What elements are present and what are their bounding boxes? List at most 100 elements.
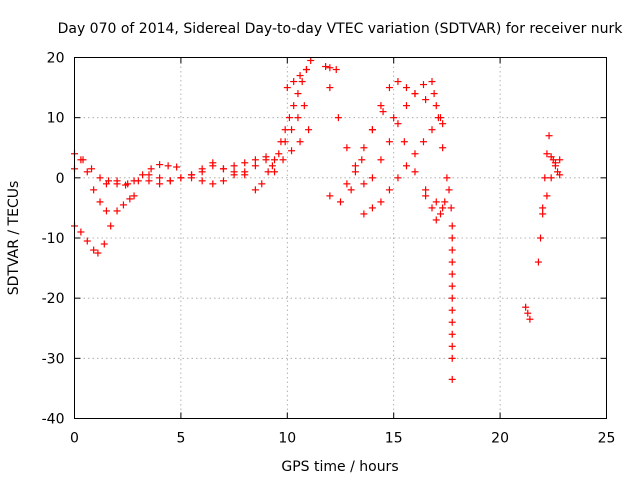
data-point xyxy=(385,138,393,146)
data-point xyxy=(351,168,359,176)
series-trace-i xyxy=(271,126,313,176)
x-tick-label: 15 xyxy=(385,431,403,447)
data-point xyxy=(147,165,155,173)
data-point xyxy=(288,147,296,155)
series-trace-t xyxy=(534,132,553,266)
data-point xyxy=(526,315,534,323)
data-point xyxy=(173,163,181,171)
chart-title: Day 070 of 2014, Sidereal Day-to-day VTE… xyxy=(58,21,624,37)
data-point xyxy=(177,174,185,182)
data-point xyxy=(326,192,334,200)
series-trace-r xyxy=(448,222,456,383)
data-point xyxy=(83,168,91,176)
data-point xyxy=(385,84,393,92)
data-point xyxy=(402,102,410,110)
data-point xyxy=(302,66,310,74)
data-point xyxy=(198,165,206,173)
data-point xyxy=(439,204,447,212)
series-trace-g xyxy=(251,57,315,194)
x-tick-label: 0 xyxy=(70,431,79,447)
data-point xyxy=(198,177,206,185)
data-point xyxy=(134,177,142,185)
data-point xyxy=(448,330,456,338)
data-point xyxy=(300,102,308,110)
data-point xyxy=(448,222,456,230)
data-point xyxy=(219,177,227,185)
y-tick-label: -20 xyxy=(42,291,65,307)
data-point xyxy=(428,78,436,86)
data-point xyxy=(448,354,456,362)
data-point xyxy=(281,126,289,134)
data-point xyxy=(279,156,287,164)
y-tick-label: 10 xyxy=(47,111,65,127)
data-point xyxy=(448,234,456,242)
data-point xyxy=(432,102,440,110)
data-point xyxy=(290,102,298,110)
data-point xyxy=(360,144,368,152)
data-point xyxy=(156,161,164,169)
data-point xyxy=(307,57,315,65)
x-tick-label: 25 xyxy=(598,431,616,447)
data-point xyxy=(394,120,402,128)
data-point xyxy=(428,126,436,134)
y-tick-label: -30 xyxy=(42,351,65,367)
data-point xyxy=(448,258,456,266)
data-point xyxy=(545,132,553,140)
series-trace-e xyxy=(145,159,249,188)
data-point xyxy=(434,114,442,122)
data-point xyxy=(251,162,259,170)
data-point xyxy=(271,168,279,176)
series-trace-a xyxy=(71,150,110,215)
data-point xyxy=(448,246,456,254)
data-point xyxy=(428,204,436,212)
data-point xyxy=(551,159,559,167)
data-point xyxy=(441,198,449,206)
data-point xyxy=(447,204,455,212)
data-point xyxy=(332,66,340,74)
series-trace-l xyxy=(326,78,436,188)
data-point xyxy=(556,156,564,164)
series-trace-k xyxy=(322,63,340,74)
data-point xyxy=(296,138,304,146)
data-point xyxy=(448,306,456,314)
data-point xyxy=(83,237,91,245)
data-point xyxy=(411,90,419,98)
data-point xyxy=(126,195,134,203)
y-tick-label: 20 xyxy=(47,51,65,67)
data-point xyxy=(534,258,542,266)
data-point xyxy=(432,198,440,206)
data-point xyxy=(145,171,153,179)
grid-layer xyxy=(74,57,607,419)
data-point xyxy=(360,210,368,218)
data-point xyxy=(448,270,456,278)
data-point xyxy=(283,84,291,92)
data-point xyxy=(102,180,110,188)
data-point xyxy=(547,174,555,182)
x-axis-title: GPS time / hours xyxy=(281,459,398,475)
data-point xyxy=(298,78,306,86)
data-point xyxy=(145,177,153,185)
data-point xyxy=(290,78,298,86)
data-point xyxy=(107,222,115,230)
data-point xyxy=(422,96,430,104)
data-point xyxy=(268,162,276,170)
data-point xyxy=(322,63,330,71)
data-point xyxy=(209,159,217,167)
data-point xyxy=(90,246,98,254)
y-tick-label: 0 xyxy=(56,171,65,187)
data-point xyxy=(96,174,104,182)
x-tick-label: 20 xyxy=(491,431,509,447)
data-point xyxy=(543,150,551,158)
data-point xyxy=(343,144,351,152)
data-point xyxy=(445,186,453,194)
data-point xyxy=(130,192,138,200)
data-point xyxy=(402,84,410,92)
data-point xyxy=(139,171,147,179)
data-point xyxy=(448,282,456,290)
data-point xyxy=(102,207,110,215)
data-point xyxy=(326,84,334,92)
data-point xyxy=(337,198,344,206)
series-trace-c xyxy=(71,192,138,257)
data-point xyxy=(119,201,127,209)
data-point xyxy=(377,198,385,206)
